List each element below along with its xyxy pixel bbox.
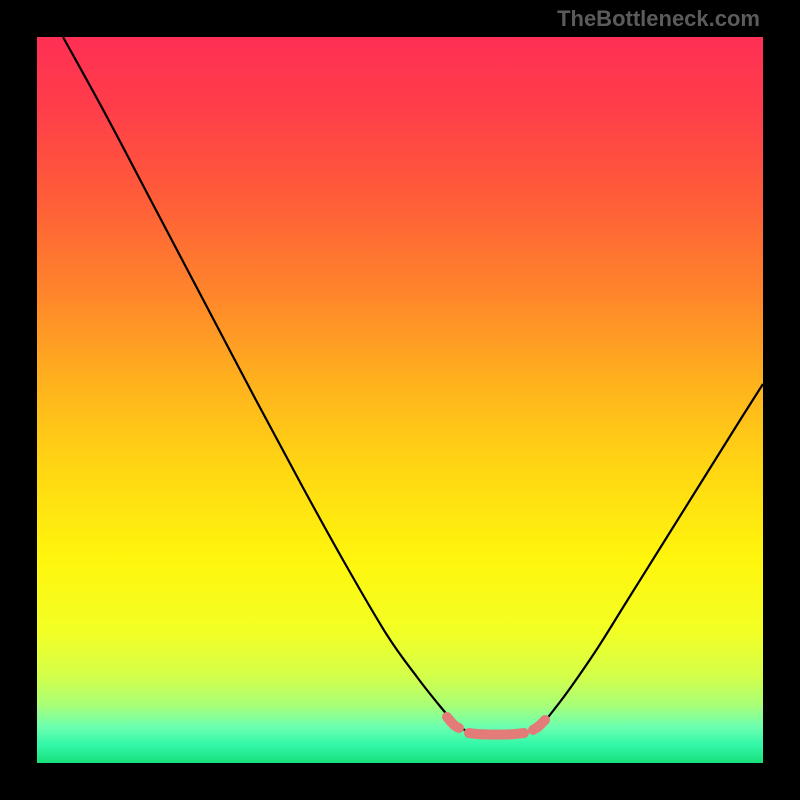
- highlight-segment-0: [447, 717, 459, 728]
- watermark-text: TheBottleneck.com: [557, 6, 760, 32]
- curve-layer: [37, 37, 763, 763]
- bottleneck-curve: [63, 37, 763, 734]
- highlight-segment-1: [469, 733, 524, 735]
- plot-area: [37, 37, 763, 763]
- highlight-segment-2: [533, 720, 545, 730]
- flat-bottom-highlight: [447, 717, 545, 735]
